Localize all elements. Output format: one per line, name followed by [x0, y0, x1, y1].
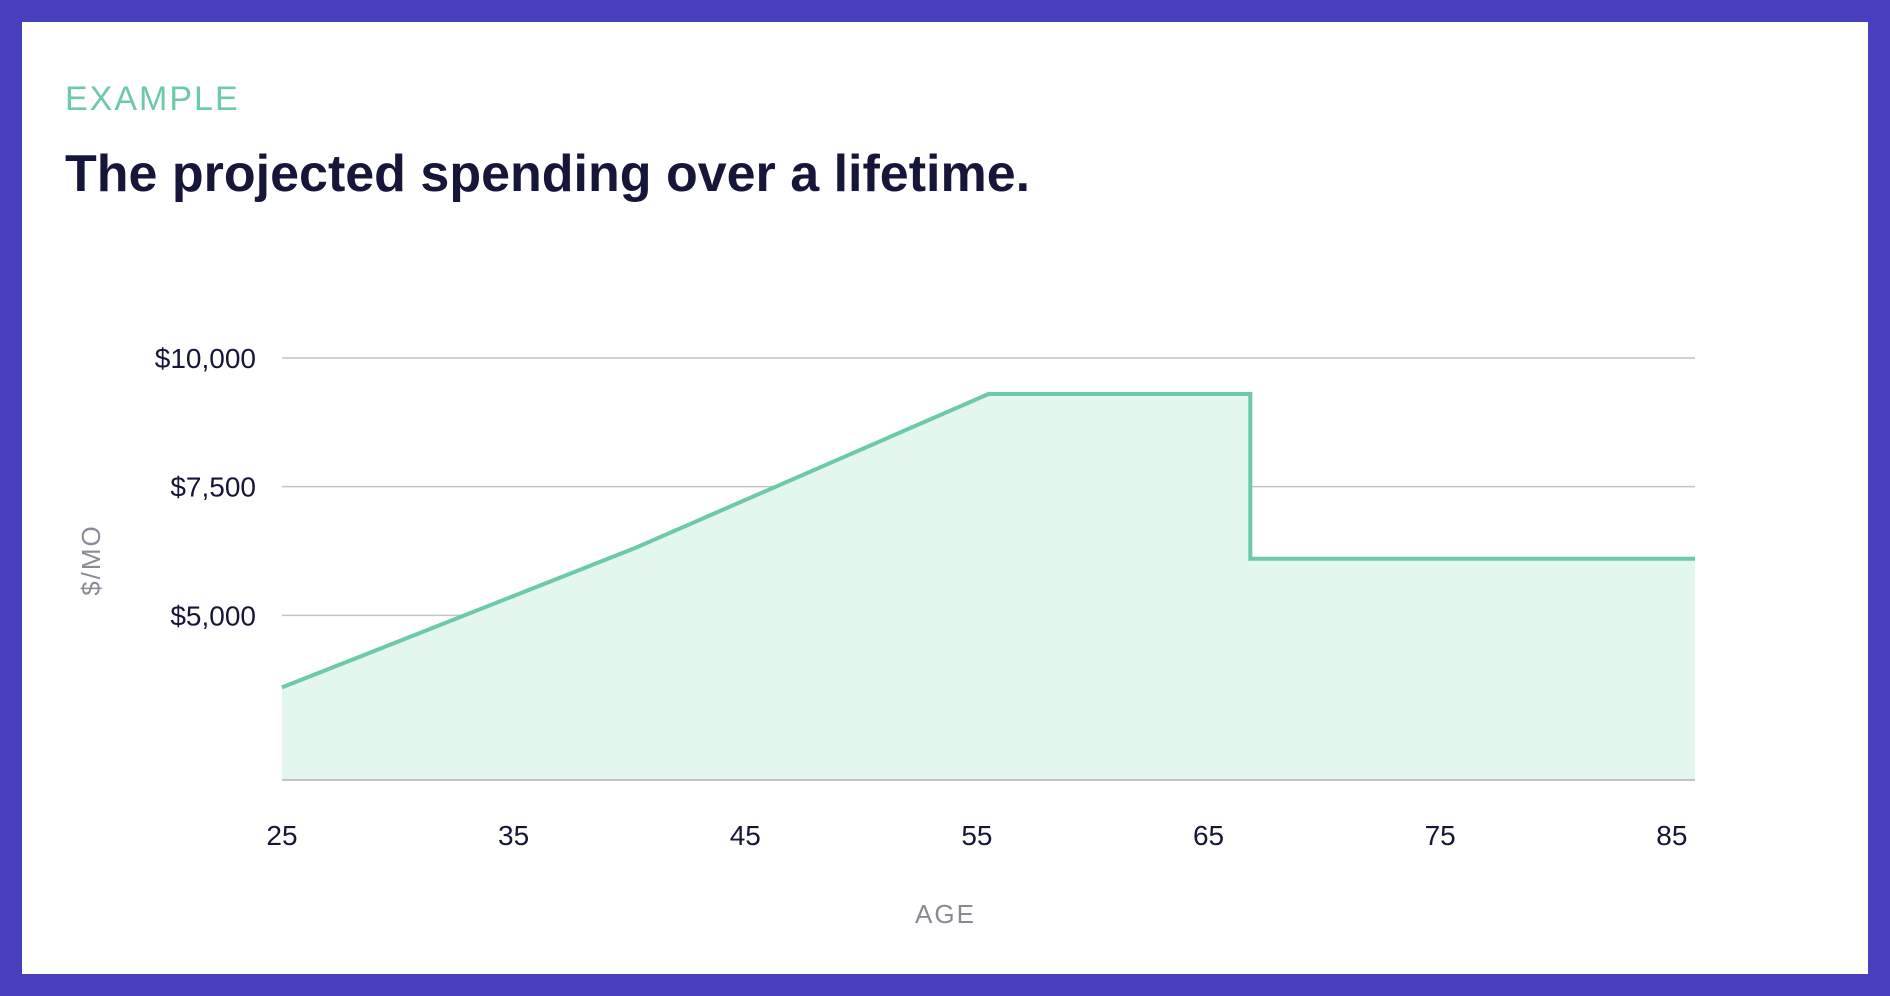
y-tick-label-0: $5,000: [170, 600, 256, 631]
x-tick-label-1: 35: [498, 820, 529, 851]
eyebrow-label: EXAMPLE: [65, 80, 240, 118]
y-tick-label-1: $7,500: [170, 472, 256, 503]
x-tick-label-0: 25: [266, 820, 297, 851]
x-tick-label-5: 75: [1425, 820, 1456, 851]
x-tick-labels: 25 35 45 55 65 75 85: [266, 820, 1687, 851]
y-tick-label-2: $10,000: [155, 343, 256, 374]
y-axis-label: $/MO: [76, 524, 106, 596]
page-title: The projected spending over a lifetime.: [65, 145, 1031, 203]
x-axis-label: AGE: [915, 899, 976, 929]
x-tick-label-3: 55: [961, 820, 992, 851]
y-tick-labels: $5,000 $7,500 $10,000: [155, 343, 256, 631]
x-tick-label-6: 85: [1656, 820, 1687, 851]
x-tick-label-4: 65: [1193, 820, 1224, 851]
spending-area: [282, 394, 1695, 780]
x-tick-label-2: 45: [730, 820, 761, 851]
spending-line: [281, 392, 1695, 690]
